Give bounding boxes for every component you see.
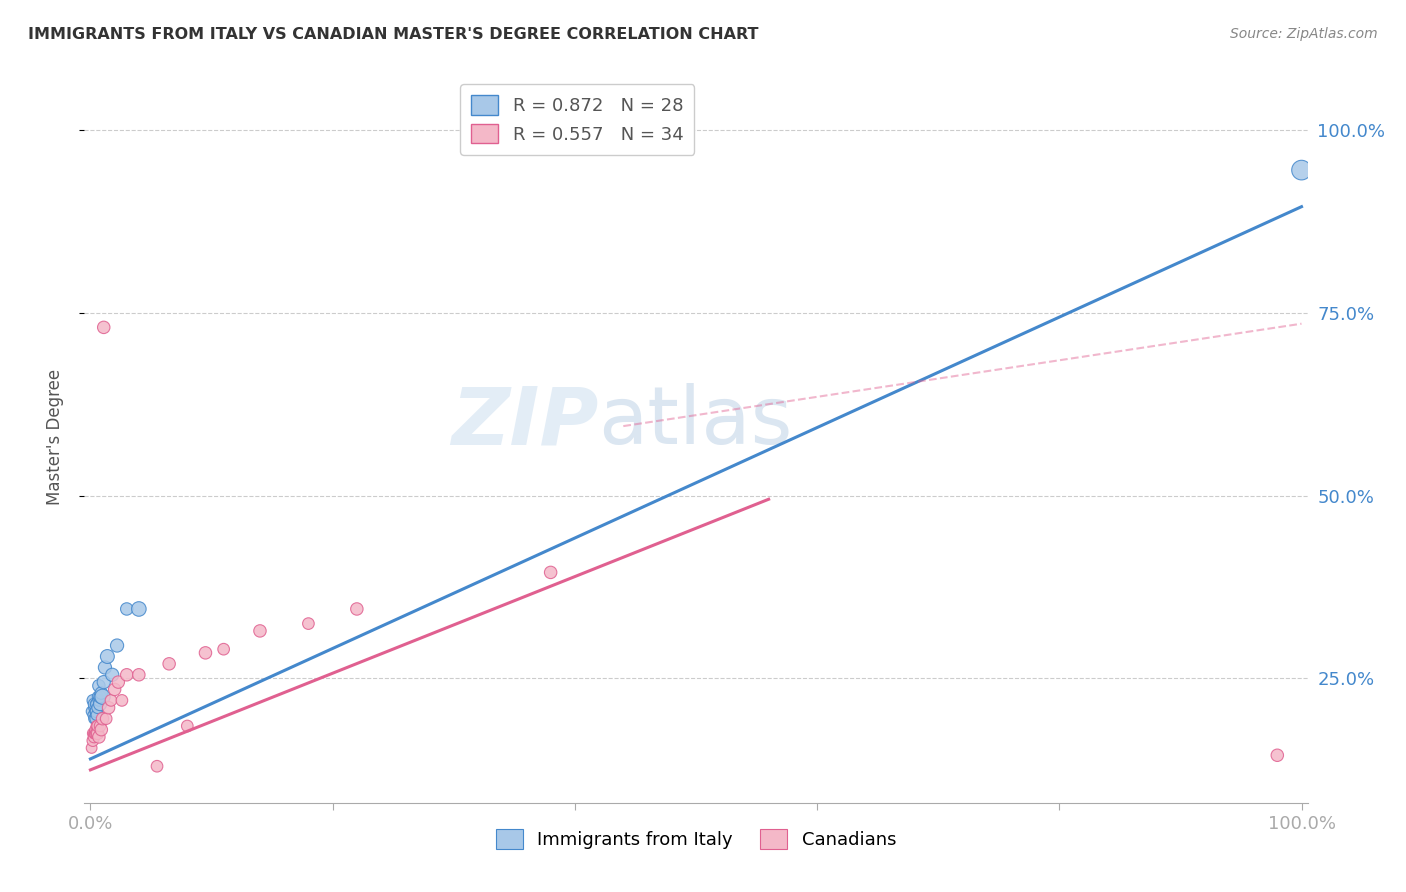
Point: [87, 679, 110, 693]
Text: ZIP: ZIP: [451, 384, 598, 461]
Point: [82, 726, 104, 740]
Point: [90, 723, 112, 737]
Y-axis label: Master's Degree: Master's Degree: [45, 369, 63, 505]
Point: [146, 759, 169, 773]
Point: [86, 726, 108, 740]
Point: [96, 712, 118, 726]
Point: [97, 700, 120, 714]
Point: [82, 733, 104, 747]
Point: [1265, 748, 1288, 763]
Legend: Immigrants from Italy, Canadians: Immigrants from Italy, Canadians: [489, 822, 903, 856]
Point: [115, 602, 138, 616]
Point: [86, 697, 108, 711]
Point: [84, 705, 107, 719]
Point: [86, 690, 108, 704]
Point: [249, 624, 271, 638]
Point: [90, 686, 112, 700]
Point: [86, 708, 108, 723]
Point: [84, 712, 107, 726]
Point: [89, 690, 111, 704]
Point: [83, 700, 105, 714]
Point: [93, 320, 115, 334]
Text: IMMIGRANTS FROM ITALY VS CANADIAN MASTER'S DEGREE CORRELATION CHART: IMMIGRANTS FROM ITALY VS CANADIAN MASTER…: [28, 27, 759, 42]
Point: [86, 719, 108, 733]
Point: [111, 693, 134, 707]
Point: [212, 642, 235, 657]
Point: [82, 708, 104, 723]
Point: [82, 693, 104, 707]
Point: [104, 682, 127, 697]
Point: [83, 730, 105, 744]
Point: [83, 697, 105, 711]
Point: [101, 667, 124, 681]
Point: [176, 719, 198, 733]
Point: [96, 649, 118, 664]
Point: [346, 602, 368, 616]
Point: [93, 675, 115, 690]
Point: [89, 719, 111, 733]
Point: [84, 726, 107, 740]
Point: [80, 705, 103, 719]
Point: [86, 700, 108, 714]
Point: [540, 566, 562, 580]
Point: [128, 602, 150, 616]
Point: [84, 697, 107, 711]
Point: [86, 719, 108, 733]
Point: [128, 667, 150, 681]
Text: Source: ZipAtlas.com: Source: ZipAtlas.com: [1230, 27, 1378, 41]
Point: [1291, 163, 1313, 178]
Point: [86, 705, 108, 719]
Point: [115, 667, 138, 681]
Point: [83, 712, 105, 726]
Point: [194, 646, 217, 660]
Point: [297, 616, 319, 631]
Point: [94, 660, 117, 674]
Point: [91, 690, 114, 704]
Text: atlas: atlas: [598, 384, 793, 461]
Point: [100, 693, 122, 707]
Point: [89, 697, 111, 711]
Point: [87, 693, 110, 707]
Point: [83, 726, 105, 740]
Point: [86, 726, 108, 740]
Point: [91, 712, 114, 726]
Point: [105, 639, 128, 653]
Point: [84, 723, 107, 737]
Point: [87, 730, 110, 744]
Point: [107, 675, 129, 690]
Point: [80, 740, 103, 755]
Point: [157, 657, 180, 671]
